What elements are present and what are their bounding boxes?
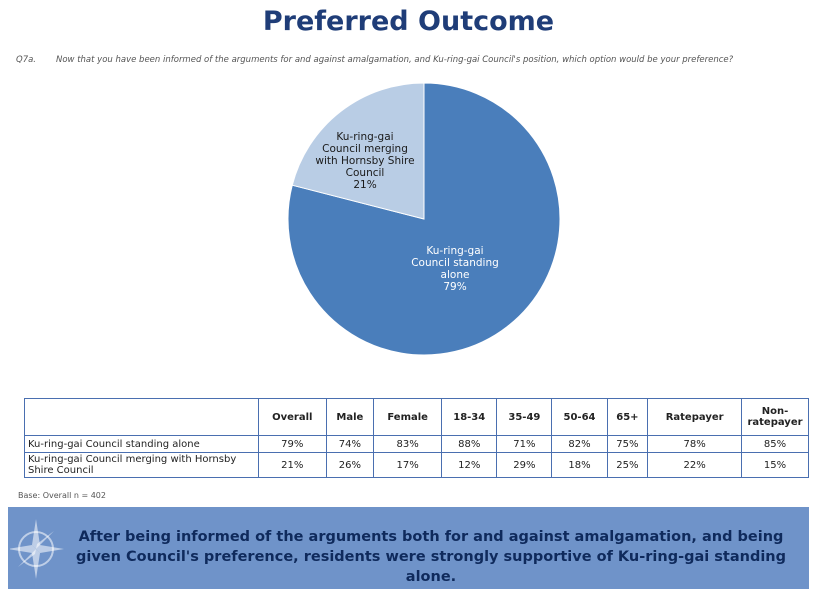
table-row: Ku-ring-gai Council standing alone 79% 7… bbox=[24, 435, 809, 453]
table-corner-cell bbox=[24, 398, 259, 436]
column-header: Overall bbox=[258, 398, 327, 436]
table-cell: 21% bbox=[258, 452, 327, 478]
table-cell: 29% bbox=[496, 452, 553, 478]
table-cell: 79% bbox=[258, 435, 327, 453]
table-header-row: Overall Male Female 18-34 35-49 50-64 65… bbox=[24, 398, 809, 436]
table-cell: 15% bbox=[741, 452, 809, 478]
table-row: Ku-ring-gai Council merging with Hornsby… bbox=[24, 452, 809, 478]
base-note: Base: Overall n = 402 bbox=[18, 491, 106, 500]
slice-label-line: Council merging bbox=[322, 143, 408, 155]
row-label: Ku-ring-gai Council merging with Hornsby… bbox=[24, 452, 259, 478]
slice-label-line: Ku-ring-gai bbox=[426, 245, 484, 257]
column-header: Female bbox=[373, 398, 443, 436]
pie-slice-merging bbox=[291, 82, 425, 220]
summary-banner: After being informed of the arguments bo… bbox=[8, 507, 809, 589]
slice-label-line: Ku-ring-gai bbox=[336, 131, 394, 143]
slice-label-standing-alone: Ku-ring-gai Council standing alone 79% bbox=[395, 245, 515, 293]
column-header: Male bbox=[325, 398, 375, 436]
table-cell: 22% bbox=[647, 452, 742, 478]
column-header: Non-ratepayer bbox=[741, 398, 809, 436]
column-header: 18-34 bbox=[441, 398, 498, 436]
table-cell: 74% bbox=[325, 435, 375, 453]
question-text: Q7a. Now that you have been informed of t… bbox=[16, 55, 806, 65]
table-cell: 82% bbox=[551, 435, 608, 453]
results-table: Overall Male Female 18-34 35-49 50-64 65… bbox=[24, 398, 809, 478]
column-header: 35-49 bbox=[496, 398, 553, 436]
table-cell: 12% bbox=[441, 452, 498, 478]
banner-text: After being informed of the arguments bo… bbox=[76, 529, 786, 585]
slice-label-line: Council bbox=[345, 167, 385, 179]
column-header: 65+ bbox=[606, 398, 649, 436]
slice-label-line: Council standing bbox=[411, 257, 499, 269]
slice-label-line: alone bbox=[440, 269, 470, 281]
question-body: Now that you have been informed of the a… bbox=[56, 55, 734, 65]
table-cell: 88% bbox=[441, 435, 498, 453]
table-cell: 26% bbox=[325, 452, 375, 478]
pie-chart bbox=[287, 82, 561, 356]
table-cell: 83% bbox=[373, 435, 443, 453]
table-cell: 18% bbox=[551, 452, 608, 478]
table-cell: 71% bbox=[496, 435, 553, 453]
compass-icon bbox=[10, 519, 64, 579]
table-cell: 85% bbox=[741, 435, 809, 453]
row-label: Ku-ring-gai Council standing alone bbox=[24, 435, 259, 453]
column-header: 50-64 bbox=[551, 398, 608, 436]
slice-value-label: 79% bbox=[443, 281, 467, 293]
column-header: Ratepayer bbox=[647, 398, 742, 436]
slice-label-line: with Hornsby Shire bbox=[315, 155, 415, 167]
page-title: Preferred Outcome bbox=[262, 6, 555, 37]
slice-value-label: 21% bbox=[353, 179, 377, 191]
table-cell: 75% bbox=[606, 435, 649, 453]
slice-label-merging: Ku-ring-gai Council merging with Hornsby… bbox=[305, 131, 425, 191]
question-id: Q7a. bbox=[16, 55, 37, 65]
table-cell: 17% bbox=[373, 452, 443, 478]
table-cell: 25% bbox=[606, 452, 649, 478]
table-cell: 78% bbox=[647, 435, 742, 453]
